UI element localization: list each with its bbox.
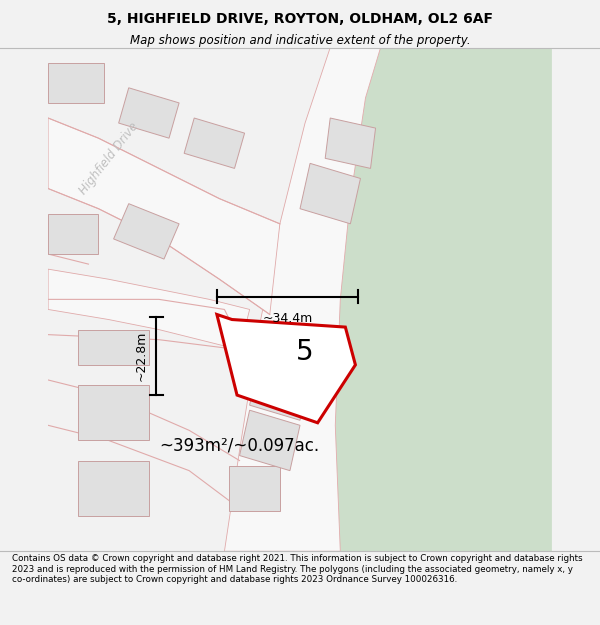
Polygon shape bbox=[79, 385, 149, 441]
Polygon shape bbox=[224, 48, 380, 551]
Text: ~34.4m: ~34.4m bbox=[262, 312, 313, 325]
Text: 5, HIGHFIELD DRIVE, ROYTON, OLDHAM, OL2 6AF: 5, HIGHFIELD DRIVE, ROYTON, OLDHAM, OL2 … bbox=[107, 12, 493, 26]
Text: ~393m²/~0.097ac.: ~393m²/~0.097ac. bbox=[159, 436, 319, 454]
Polygon shape bbox=[119, 88, 179, 138]
Polygon shape bbox=[184, 118, 245, 168]
Text: Map shows position and indicative extent of the property.: Map shows position and indicative extent… bbox=[130, 34, 470, 48]
Polygon shape bbox=[300, 163, 361, 224]
Polygon shape bbox=[239, 410, 300, 471]
Polygon shape bbox=[217, 314, 355, 422]
Polygon shape bbox=[48, 269, 250, 350]
Polygon shape bbox=[113, 204, 179, 259]
Polygon shape bbox=[325, 118, 376, 168]
Text: Highfield Drive: Highfield Drive bbox=[76, 120, 140, 197]
Polygon shape bbox=[79, 461, 149, 516]
Polygon shape bbox=[335, 48, 552, 551]
Polygon shape bbox=[229, 466, 280, 511]
Polygon shape bbox=[48, 62, 104, 103]
Text: ~22.8m: ~22.8m bbox=[134, 331, 148, 381]
Polygon shape bbox=[48, 214, 98, 254]
Text: Contains OS data © Crown copyright and database right 2021. This information is : Contains OS data © Crown copyright and d… bbox=[12, 554, 583, 584]
Polygon shape bbox=[250, 355, 310, 420]
Polygon shape bbox=[48, 118, 280, 314]
Text: 5: 5 bbox=[295, 338, 313, 366]
Polygon shape bbox=[79, 329, 149, 365]
